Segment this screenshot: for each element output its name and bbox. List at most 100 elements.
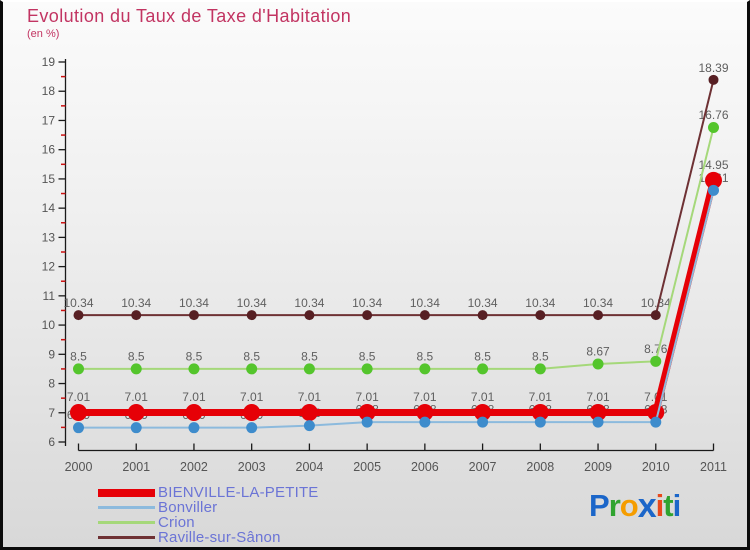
- data-point-bienville-la-petite: [127, 403, 145, 421]
- data-point-bonviller: [708, 184, 719, 196]
- y-axis-tick-label: 19: [42, 55, 56, 69]
- x-axis-tick-label: 2004: [296, 460, 324, 474]
- data-point-bienville-la-petite: [358, 403, 376, 421]
- y-axis-tick-label: 12: [42, 260, 56, 274]
- logo-letter: P: [589, 488, 610, 523]
- y-axis-tick-label: 7: [48, 406, 55, 420]
- legend-label-crion: Crion: [158, 514, 195, 531]
- data-point-bienville-la-petite: [474, 403, 492, 421]
- y-axis-tick-label: 8: [48, 377, 55, 391]
- legend-swatch-crion: [98, 521, 155, 524]
- data-point-bienville-la-petite: [589, 403, 607, 421]
- x-axis-tick-label: 2001: [122, 460, 150, 474]
- data-point-raville-sur-s-non: [188, 310, 199, 321]
- data-point-bonviller: [361, 416, 373, 428]
- value-label-bienville-la-petite: 7.01: [529, 390, 553, 404]
- value-label-bienville-la-petite: 7.01: [471, 390, 495, 404]
- data-point-crion: [650, 355, 662, 367]
- value-label-raville-sur-s-non: 10.34: [410, 296, 440, 310]
- value-label-crion: 8.76: [644, 342, 668, 356]
- x-axis-tick-label: 2007: [469, 460, 497, 474]
- proxiti-logo: Proxiti: [589, 486, 682, 525]
- data-point-raville-sur-s-non: [477, 310, 488, 321]
- legend-swatch-bienville-la-petite: [98, 488, 155, 497]
- value-label-raville-sur-s-non: 10.34: [237, 296, 267, 310]
- y-axis-tick-label: 17: [42, 113, 56, 127]
- y-axis-tick-label: 10: [42, 318, 56, 332]
- value-label-crion: 8.5: [128, 349, 145, 363]
- logo-letter: x: [637, 487, 657, 525]
- y-axis-tick-label: 16: [42, 143, 56, 157]
- series-line-crion: [78, 127, 715, 370]
- value-label-raville-sur-s-non: 18.39: [698, 61, 728, 75]
- value-label-crion: 8.5: [417, 349, 434, 363]
- value-label-bienville-la-petite: 7.01: [298, 390, 322, 404]
- legend-label-bienville-la-petite: BIENVILLE-LA-PETITE: [158, 484, 319, 501]
- y-axis-tick-label: 11: [43, 289, 56, 303]
- data-point-raville-sur-s-non: [246, 310, 257, 321]
- data-point-bonviller: [534, 416, 546, 428]
- data-point-bienville-la-petite: [416, 403, 434, 421]
- y-axis-tick-label: 9: [48, 347, 55, 361]
- data-point-bonviller: [650, 416, 662, 428]
- value-label-crion: 8.5: [243, 349, 260, 363]
- legend-item-crion: Crion: [98, 515, 319, 530]
- chart-title: Evolution du Taux de Taxe d'Habitation: [27, 6, 352, 26]
- data-point-crion: [477, 363, 489, 375]
- data-point-bonviller: [73, 422, 84, 434]
- value-label-crion: 8.5: [359, 349, 376, 363]
- data-point-raville-sur-s-non: [593, 310, 604, 321]
- value-label-raville-sur-s-non: 10.34: [63, 296, 93, 310]
- legend-item-bienville-la-petite: BIENVILLE-LA-PETITE: [98, 485, 319, 500]
- data-point-crion: [303, 363, 315, 375]
- data-point-crion: [73, 363, 84, 375]
- series-line-bienville-la-petite: [78, 179, 717, 416]
- data-point-bienville-la-petite: [531, 403, 549, 421]
- legend-swatch-bonviller: [98, 506, 155, 509]
- logo-letter: o: [619, 488, 639, 523]
- data-point-bonviller: [592, 416, 604, 428]
- data-point-bienville-la-petite: [243, 403, 261, 421]
- data-point-bonviller: [188, 422, 200, 434]
- data-point-bonviller: [477, 416, 489, 428]
- data-point-bonviller: [130, 422, 142, 434]
- chart-subtitle: (en %): [27, 28, 60, 40]
- data-point-raville-sur-s-non: [73, 310, 84, 321]
- value-label-bienville-la-petite: 7.01: [125, 390, 149, 404]
- x-axis-tick-label: 2000: [65, 460, 93, 474]
- data-point-bonviller: [303, 420, 315, 432]
- data-point-crion: [246, 363, 258, 375]
- legend-item-bonviller: Bonviller: [98, 500, 319, 515]
- legend-swatch-raville-sur-s-non: [98, 536, 155, 539]
- legend-label-raville-sur-s-non: Raville-sur-Sânon: [158, 529, 281, 546]
- value-label-crion: 8.5: [186, 349, 203, 363]
- value-label-crion: 8.5: [70, 349, 87, 363]
- data-point-crion: [534, 363, 546, 375]
- data-point-raville-sur-s-non: [535, 310, 546, 321]
- legend-item-raville-sur-s-non: Raville-sur-Sânon: [98, 530, 319, 545]
- data-point-crion: [130, 363, 142, 375]
- data-point-crion: [708, 121, 719, 133]
- x-axis-tick-label: 2008: [526, 460, 554, 474]
- series-line-bonviller: [78, 190, 715, 429]
- data-point-raville-sur-s-non: [131, 310, 142, 321]
- x-axis-tick-label: 2003: [238, 460, 266, 474]
- y-axis-tick-label: 15: [42, 172, 56, 186]
- y-axis-tick-label: 18: [42, 84, 56, 98]
- value-label-crion: 8.5: [301, 349, 318, 363]
- data-point-raville-sur-s-non: [708, 74, 719, 85]
- value-label-raville-sur-s-non: 10.34: [352, 296, 382, 310]
- value-label-bienville-la-petite: 7.01: [182, 390, 206, 404]
- value-label-raville-sur-s-non: 10.34: [641, 296, 671, 310]
- value-label-raville-sur-s-non: 10.34: [583, 296, 613, 310]
- value-label-raville-sur-s-non: 10.34: [121, 296, 151, 310]
- data-point-crion: [592, 358, 604, 370]
- value-label-raville-sur-s-non: 10.34: [525, 296, 555, 310]
- value-label-crion: 8.67: [586, 344, 610, 358]
- data-point-bienville-la-petite: [70, 403, 87, 421]
- logo-letter: i: [672, 488, 682, 523]
- value-label-bienville-la-petite: 7.01: [240, 390, 264, 404]
- value-label-raville-sur-s-non: 10.34: [179, 296, 209, 310]
- y-axis-tick-label: 13: [42, 230, 56, 244]
